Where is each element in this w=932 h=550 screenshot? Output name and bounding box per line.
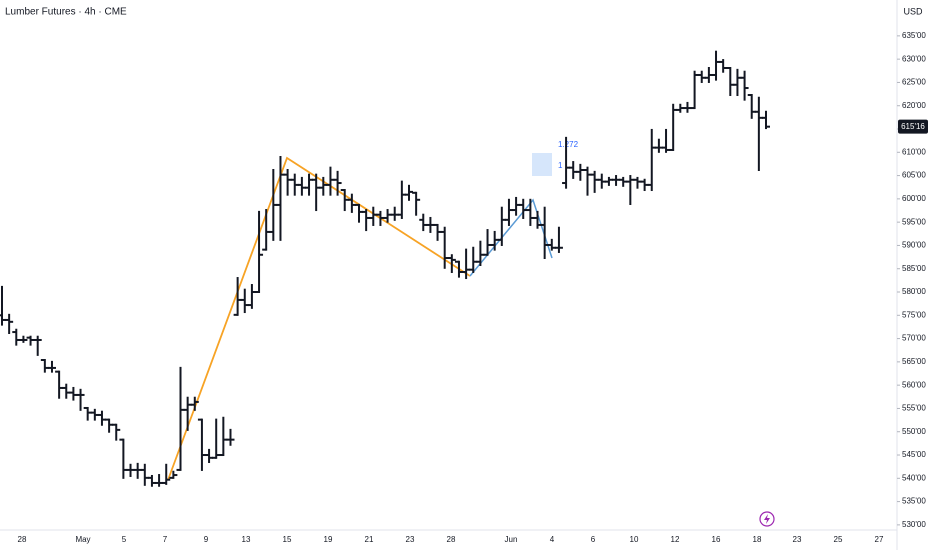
- x-tick-label: May: [75, 535, 90, 544]
- x-tick-label: 9: [204, 535, 209, 544]
- x-tick-label: 13: [242, 535, 251, 544]
- x-tick-label: 4: [550, 535, 555, 544]
- x-tick-label: 23: [406, 535, 415, 544]
- last-price-label: 615'16: [901, 122, 925, 131]
- abcd-pattern-leg: [469, 198, 553, 277]
- y-tick-label: 585'00: [902, 264, 926, 273]
- event-icon-bolt: [764, 514, 770, 524]
- last-price-tag: [898, 119, 928, 134]
- y-tick-label: 535'00: [902, 497, 926, 506]
- y-tick-label: 635'00: [902, 31, 926, 40]
- event-icon[interactable]: [759, 511, 775, 527]
- x-tick-label: 27: [875, 535, 884, 544]
- x-tick-label: 28: [18, 535, 27, 544]
- x-tick-label: 21: [365, 535, 374, 544]
- y-tick-label: 550'00: [902, 427, 926, 436]
- y-tick-label: 560'00: [902, 380, 926, 389]
- x-tick-label: 15: [283, 535, 292, 544]
- y-tick-label: 605'00: [902, 171, 926, 180]
- x-tick-label: 6: [591, 535, 596, 544]
- x-tick-label: 18: [753, 535, 762, 544]
- y-tick-label: 580'00: [902, 287, 926, 296]
- y-tick-label: 575'00: [902, 310, 926, 319]
- fib-zone: [532, 153, 552, 176]
- x-tick-label: 16: [712, 535, 721, 544]
- x-tick-label: 23: [793, 535, 802, 544]
- y-tick-label: 600'00: [902, 194, 926, 203]
- y-tick-label: 620'00: [902, 101, 926, 110]
- x-tick-label: 28: [447, 535, 456, 544]
- y-tick-label: 610'00: [902, 147, 926, 156]
- y-tick-label: 570'00: [902, 334, 926, 343]
- y-tick-label: 540'00: [902, 473, 926, 482]
- x-tick-label: 5: [122, 535, 127, 544]
- fib-label: 1.272: [558, 140, 579, 149]
- y-tick-label: 590'00: [902, 241, 926, 250]
- fib-label: 1: [558, 161, 563, 170]
- y-tick-label: 565'00: [902, 357, 926, 366]
- chart-title: Lumber Futures · 4h · CME: [5, 7, 127, 18]
- y-tick-label: 555'00: [902, 404, 926, 413]
- y-tick-label: 530'00: [902, 520, 926, 529]
- x-tick-label: 19: [324, 535, 333, 544]
- x-tick-label: Jun: [505, 535, 518, 544]
- y-tick-label: 545'00: [902, 450, 926, 459]
- x-tick-label: 12: [671, 535, 680, 544]
- y-tick-label: 630'00: [902, 54, 926, 63]
- y-tick-label: 595'00: [902, 217, 926, 226]
- x-tick-label: 10: [630, 535, 639, 544]
- abcd-pattern: [167, 156, 471, 481]
- currency-label[interactable]: USD: [903, 6, 923, 16]
- x-tick-label: 25: [834, 535, 843, 544]
- y-tick-label: 625'00: [902, 78, 926, 87]
- x-tick-label: 7: [163, 535, 168, 544]
